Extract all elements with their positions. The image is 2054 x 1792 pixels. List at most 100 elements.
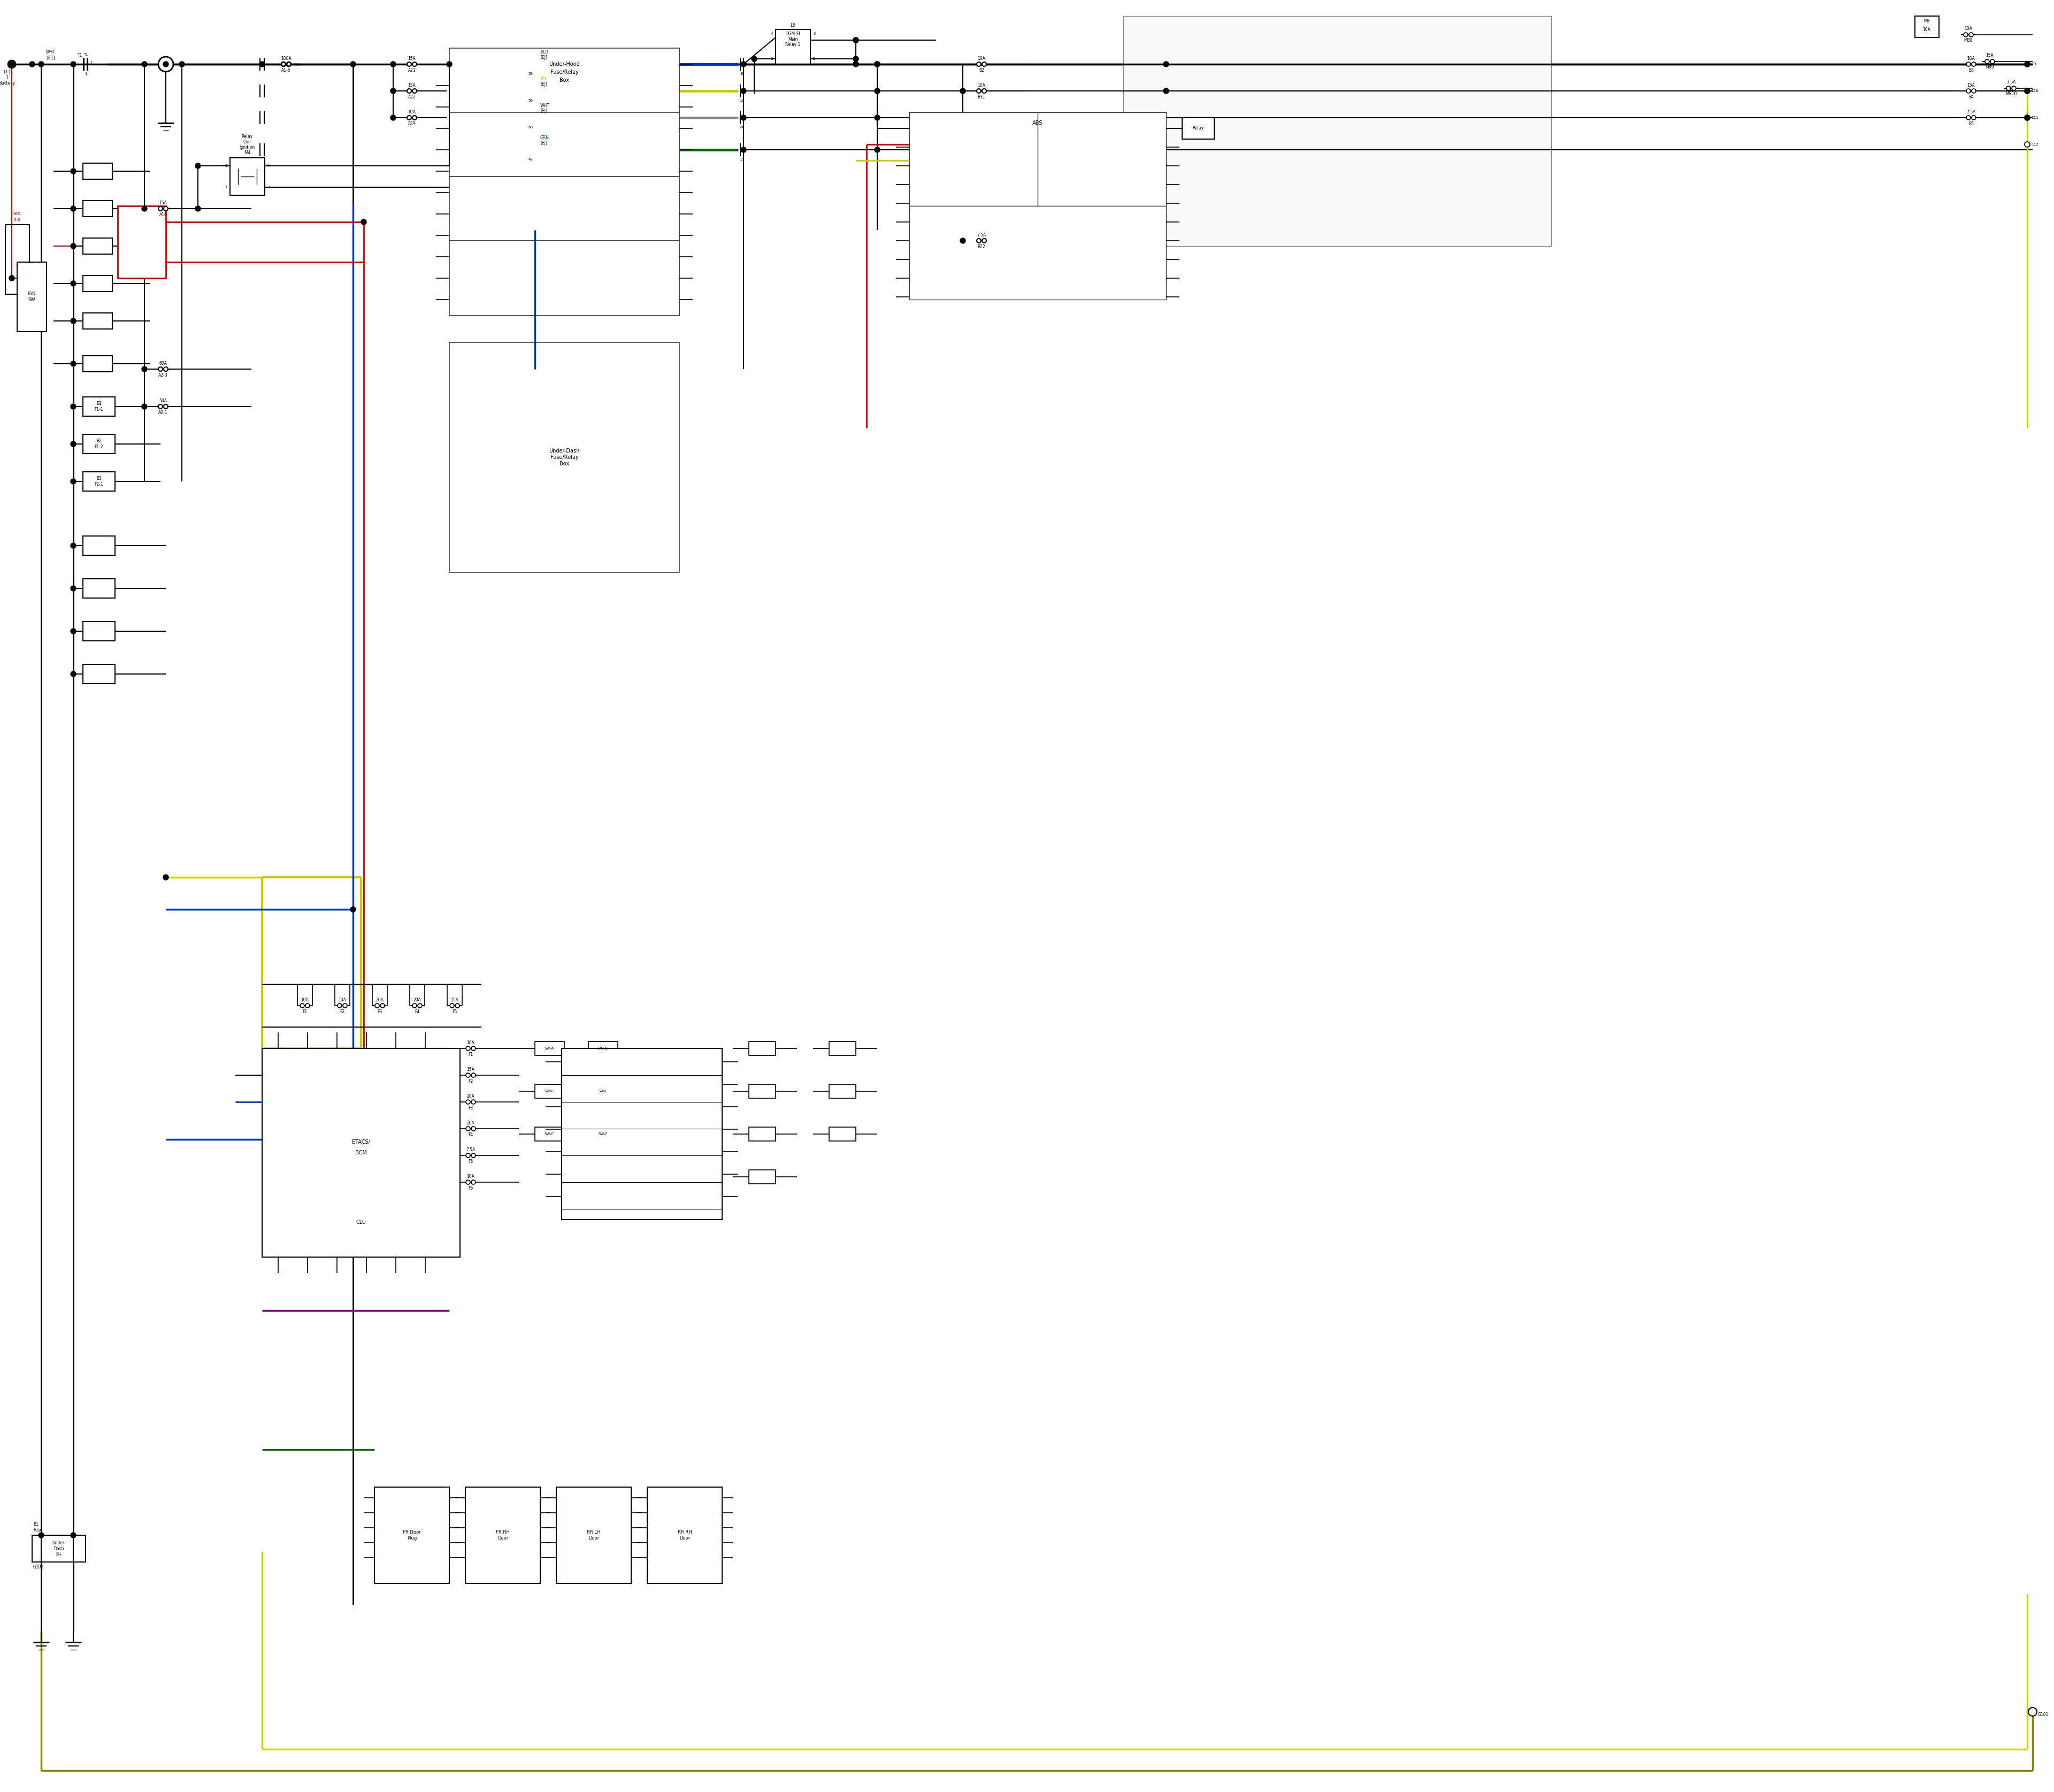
Bar xyxy=(750,1127,776,1142)
Bar xyxy=(830,1084,857,1098)
Circle shape xyxy=(456,1004,460,1007)
Circle shape xyxy=(29,61,35,66)
Circle shape xyxy=(413,63,417,66)
Circle shape xyxy=(875,88,879,93)
Text: 1: 1 xyxy=(90,61,92,66)
Circle shape xyxy=(1972,63,1976,66)
Bar xyxy=(230,158,265,195)
Text: 10A: 10A xyxy=(1923,27,1931,32)
Bar xyxy=(534,1127,565,1142)
Circle shape xyxy=(741,88,746,93)
Circle shape xyxy=(982,238,986,244)
Text: C11: C11 xyxy=(2031,116,2040,120)
Text: 12: 12 xyxy=(739,99,744,102)
Circle shape xyxy=(2025,61,2029,66)
Circle shape xyxy=(164,206,168,211)
Circle shape xyxy=(852,38,859,43)
Circle shape xyxy=(70,441,76,446)
Text: SW-B: SW-B xyxy=(544,1090,555,1093)
Text: L5: L5 xyxy=(791,23,795,27)
Bar xyxy=(263,1048,460,1256)
Circle shape xyxy=(417,1004,421,1007)
Circle shape xyxy=(852,38,859,43)
Text: 60A: 60A xyxy=(158,360,166,366)
Circle shape xyxy=(1966,63,1970,66)
Text: Coil: Coil xyxy=(242,140,251,143)
Text: C12: C12 xyxy=(2031,143,2040,145)
Text: Relay 1: Relay 1 xyxy=(785,41,801,47)
Text: B3: B3 xyxy=(1968,68,1974,72)
Circle shape xyxy=(852,61,859,66)
Text: 8: 8 xyxy=(741,72,744,75)
Text: Ignition: Ignition xyxy=(240,145,255,149)
Circle shape xyxy=(959,88,965,93)
Text: SW-C: SW-C xyxy=(544,1133,555,1136)
Text: RR LH
Door: RR LH Door xyxy=(587,1530,600,1541)
Text: Under-
Dash
B+: Under- Dash B+ xyxy=(51,1541,66,1557)
Circle shape xyxy=(380,1004,384,1007)
Text: 59: 59 xyxy=(528,72,532,75)
Text: B1
F1-1: B1 F1-1 xyxy=(94,401,103,412)
Circle shape xyxy=(390,61,396,66)
Circle shape xyxy=(162,874,168,880)
Circle shape xyxy=(470,1181,477,1185)
Text: A21: A21 xyxy=(409,68,415,72)
Text: Relay: Relay xyxy=(1193,125,1204,131)
Bar xyxy=(82,357,113,371)
Text: 7.5A: 7.5A xyxy=(1966,109,1976,115)
Circle shape xyxy=(142,403,148,409)
Text: 3: 3 xyxy=(813,32,815,36)
Bar xyxy=(16,262,47,332)
Text: Relay: Relay xyxy=(242,134,253,138)
Circle shape xyxy=(179,61,185,66)
Circle shape xyxy=(2027,1708,2038,1717)
Bar xyxy=(1183,118,1214,140)
Text: WHT: WHT xyxy=(45,50,55,56)
Circle shape xyxy=(70,629,76,634)
Circle shape xyxy=(852,56,859,61)
Circle shape xyxy=(470,1154,477,1158)
Circle shape xyxy=(158,367,162,371)
Bar xyxy=(1037,113,1167,206)
Circle shape xyxy=(1984,59,1988,65)
Text: YEL: YEL xyxy=(540,77,548,82)
Circle shape xyxy=(351,61,355,66)
Circle shape xyxy=(70,403,76,409)
Text: Under-Hood: Under-Hood xyxy=(548,61,579,66)
Circle shape xyxy=(164,405,168,409)
Bar xyxy=(1914,16,1939,38)
Circle shape xyxy=(982,63,986,66)
Text: B31: B31 xyxy=(978,95,986,99)
Text: FR Door
Plug: FR Door Plug xyxy=(403,1530,421,1541)
Text: Battery: Battery xyxy=(0,81,14,86)
Bar xyxy=(587,1084,618,1098)
Text: (+): (+) xyxy=(4,70,10,75)
Bar xyxy=(750,1170,776,1185)
Text: 7.5A: 7.5A xyxy=(978,233,986,237)
Circle shape xyxy=(162,61,168,66)
Text: RED: RED xyxy=(12,213,21,215)
Circle shape xyxy=(70,586,76,591)
Circle shape xyxy=(142,206,148,211)
Circle shape xyxy=(1163,88,1169,93)
Text: 59: 59 xyxy=(528,99,532,102)
Circle shape xyxy=(741,147,746,152)
Text: 1: 1 xyxy=(770,57,772,61)
Bar xyxy=(117,206,166,278)
Bar xyxy=(587,1041,618,1055)
Circle shape xyxy=(362,219,366,224)
Text: C9: C9 xyxy=(2031,63,2036,66)
Text: 10A: 10A xyxy=(978,82,986,88)
Circle shape xyxy=(70,281,76,287)
Circle shape xyxy=(741,61,746,66)
Text: M4: M4 xyxy=(244,151,251,154)
Circle shape xyxy=(70,168,76,174)
Circle shape xyxy=(281,63,286,66)
Bar xyxy=(534,1041,565,1055)
Bar xyxy=(82,471,115,491)
Circle shape xyxy=(470,1127,477,1131)
Text: Main: Main xyxy=(789,36,797,41)
Text: MB8: MB8 xyxy=(1964,38,1972,43)
Text: B22: B22 xyxy=(978,244,986,249)
Text: 10A: 10A xyxy=(1968,56,1976,61)
